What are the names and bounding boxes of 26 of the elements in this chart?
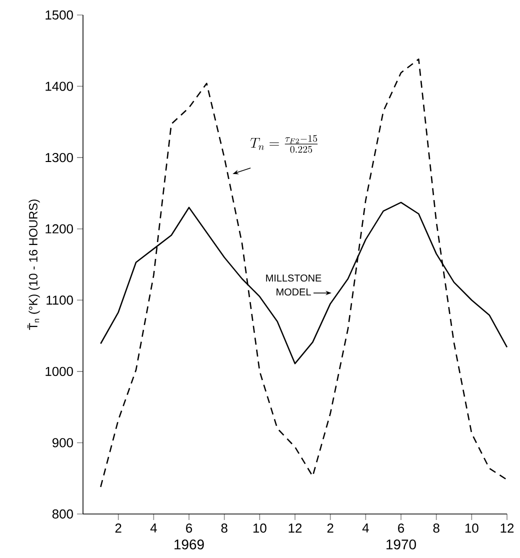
x-tick-label: 10 [253,524,266,533]
y-axis-title: T̄$_{n}$ (°K) (10 - 16 HOURS) [28,200,40,330]
annotation: MILLSTONE MODEL [266,274,322,296]
x-tick-label: 8 [433,524,440,533]
y-tick-label: 1200 [46,224,73,234]
x-tick-label: 12 [288,524,302,533]
annotation: $T_n = \frac{\tau_{F2}-15}{0.225}$ [250,135,318,153]
y-tick-label: 1300 [46,152,73,162]
y-tick-label: 1500 [46,10,73,20]
y-tick-label: 1100 [46,296,73,305]
line-series [100,58,508,488]
text: 1969 [174,540,204,550]
x-tick-label: 4 [362,524,369,532]
x-tick-label: 10 [465,524,478,533]
y-tick-label: 1000 [46,366,73,376]
x-tick-label: 6 [186,524,192,533]
y-tick-label: 900 [52,438,73,448]
y-tick-label: 800 [52,509,73,519]
y-tick-label: 1400 [46,82,73,91]
x-tick-label: 6 [398,524,404,533]
x-tick-label: 12 [500,524,514,533]
x-tick-label: 2 [115,524,122,533]
x-tick-label: 8 [221,524,228,533]
x-tick-label: 2 [327,524,334,533]
text: 1970 [386,540,416,550]
x-tick-label: 4 [150,524,157,532]
